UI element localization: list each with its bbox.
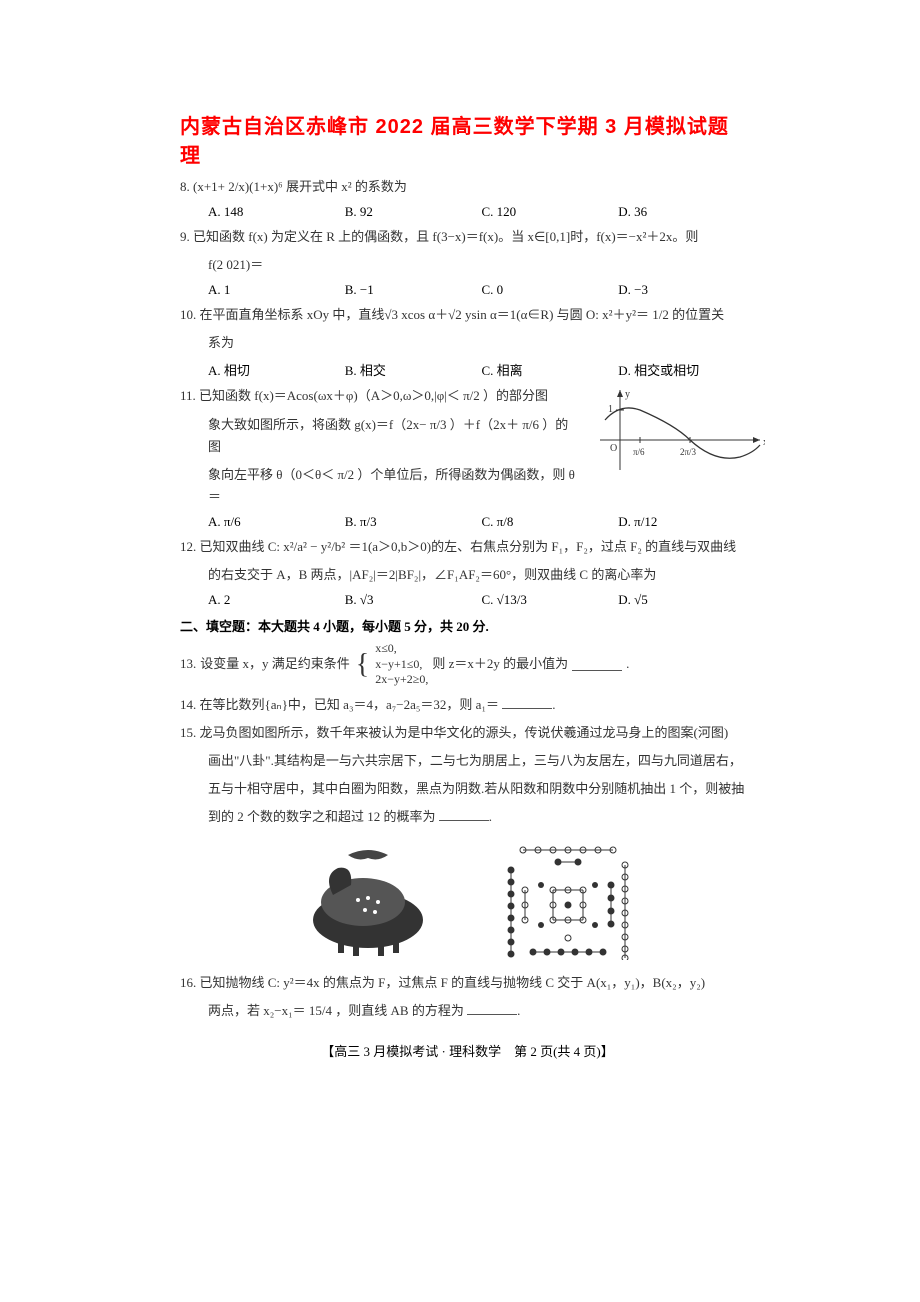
q11-opt-d: D. π/12 — [618, 514, 755, 530]
bagua-figure — [493, 840, 643, 960]
q13-case3: 2x−y+2≥0, — [375, 672, 428, 688]
q11-line1: 已知函数 f(x)＝Acos(ωx＋φ)（A＞0,ω＞0,|φ|＜ π/2 ）的… — [199, 388, 548, 403]
q12-opt-c: C. √13/3 — [482, 592, 619, 608]
q10-opt-c: C. 相离 — [482, 360, 619, 379]
q16-line2: 两点，若 x₂−x₁＝ 15/4 ，则直线 AB 的方程为 — [208, 1003, 464, 1018]
q8-num: 8. — [180, 179, 190, 194]
q13-case1: x≤0, — [375, 641, 428, 657]
q10-opt-b: B. 相交 — [345, 360, 482, 379]
question-8: 8. (x+1+ 2/x)(1+x)⁶ 展开式中 x² 的系数为 — [180, 176, 755, 198]
q12-options: A. 2 B. √3 C. √13/3 D. √5 — [180, 592, 755, 608]
q8-opt-c: C. 120 — [482, 204, 619, 220]
q9-opt-b: B. −1 — [345, 282, 482, 298]
q10-line2: 系为 — [180, 332, 755, 354]
q9-options: A. 1 B. −1 C. 0 D. −3 — [180, 282, 755, 298]
horse-figure — [293, 840, 443, 960]
exam-title: 内蒙古自治区赤峰市 2022 届高三数学下学期 3 月模拟试题 理 — [180, 110, 755, 168]
q9-opt-c: C. 0 — [482, 282, 619, 298]
question-9: 9. 已知函数 f(x) 为定义在 R 上的偶函数，且 f(3−x)＝f(x)。… — [180, 226, 755, 248]
q9-opt-d: D. −3 — [618, 282, 755, 298]
q16-blank — [467, 1002, 517, 1015]
q10-opt-a: A. 相切 — [208, 360, 345, 379]
q9-opt-a: A. 1 — [208, 282, 345, 298]
q11-graph: x y 1 O π/6 2π/3 — [595, 385, 765, 475]
q10-text: 在平面直角坐标系 xOy 中，直线√3 xcos α＋√2 ysin α＝1(α… — [200, 307, 725, 322]
q13-num: 13. — [180, 653, 196, 675]
question-11-wrap: 11. 已知函数 f(x)＝Acos(ωx＋φ)（A＞0,ω＞0,|φ|＜ π/… — [180, 385, 755, 507]
q14-text: 在等比数列{aₙ}中，已知 a₃＝4，a₇−2a₅＝32，则 a₁＝ — [200, 697, 499, 712]
q15-line2: 画出"八卦".其结构是一与六共宗居下，二与七为朋居上，三与八为友居左，四与九同道… — [180, 750, 755, 772]
q14-blank — [502, 696, 552, 709]
q9-text: 已知函数 f(x) 为定义在 R 上的偶函数，且 f(3−x)＝f(x)。当 x… — [193, 229, 698, 244]
q8-text: (x+1+ 2/x)(1+x)⁶ 展开式中 x² 的系数为 — [193, 179, 407, 194]
q15-figures — [180, 840, 755, 960]
brace-icon: { — [356, 652, 369, 677]
y-axis-label: y — [625, 389, 630, 400]
question-11: 11. 已知函数 f(x)＝Acos(ωx＋φ)（A＞0,ω＞0,|φ|＜ π/… — [180, 385, 575, 407]
q15-blank — [439, 808, 489, 821]
q12-opt-a: A. 2 — [208, 592, 345, 608]
q16-line1: 已知抛物线 C: y²＝4x 的焦点为 F，过焦点 F 的直线与抛物线 C 交于… — [200, 975, 706, 990]
q14-num: 14. — [180, 697, 196, 712]
question-13: 13. 设变量 x，y 满足约束条件 { x≤0, x−y+1≤0, 2x−y+… — [180, 641, 755, 688]
q8-opt-a: A. 148 — [208, 204, 345, 220]
q11-line2: 象大致如图所示，将函数 g(x)＝f（2x− π/3 ）＋f（2x＋ π/6 ）… — [180, 414, 575, 458]
xtick-2: 2π/3 — [680, 447, 697, 457]
page-root: 内蒙古自治区赤峰市 2022 届高三数学下学期 3 月模拟试题 理 8. (x+… — [0, 0, 920, 1302]
q16-num: 16. — [180, 975, 196, 990]
q8-opt-b: B. 92 — [345, 204, 482, 220]
q11-options: A. π/6 B. π/3 C. π/8 D. π/12 — [180, 514, 755, 530]
q15-line4-row: 到的 2 个数的数字之和超过 12 的概率为 . — [180, 806, 755, 828]
q15-line3: 五与十相守居中，其中白圈为阳数，黑点为阴数.若从阳数和阴数中分别随机抽出 1 个… — [180, 778, 755, 800]
question-15: 15. 龙马负图如图所示，数千年来被认为是中华文化的源头，传说伏羲通过龙马身上的… — [180, 722, 755, 744]
q11-line3: 象向左平移 θ（0＜θ＜ π/2 ）个单位后，所得函数为偶函数，则 θ＝ — [180, 464, 575, 508]
q11-opt-b: B. π/3 — [345, 514, 482, 530]
q9-num: 9. — [180, 229, 190, 244]
q8-opt-d: D. 36 — [618, 204, 755, 220]
question-12: 12. 已知双曲线 C: x²/a² − y²/b² ＝1(a＞0,b＞0)的左… — [180, 536, 755, 558]
q15-line1: 龙马负图如图所示，数千年来被认为是中华文化的源头，传说伏羲通过龙马身上的图案(河… — [200, 725, 729, 740]
q12-line2: 的右支交于 A，B 两点，|AF₂|＝2|BF₂|，∠F₁AF₂＝60°，则双曲… — [180, 564, 755, 586]
xtick-1: π/6 — [633, 447, 645, 457]
q13-post: 则 z＝x＋2y 的最小值为 — [432, 653, 568, 675]
q12-line1: 已知双曲线 C: x²/a² − y²/b² ＝1(a＞0,b＞0)的左、右焦点… — [200, 539, 737, 554]
q10-options: A. 相切 B. 相交 C. 相离 D. 相交或相切 — [180, 360, 755, 379]
q11-opt-c: C. π/8 — [482, 514, 619, 530]
question-10: 10. 在平面直角坐标系 xOy 中，直线√3 xcos α＋√2 ysin α… — [180, 304, 755, 326]
q8-options: A. 148 B. 92 C. 120 D. 36 — [180, 204, 755, 220]
q15-num: 15. — [180, 725, 196, 740]
q16-line2-row: 两点，若 x₂−x₁＝ 15/4 ，则直线 AB 的方程为 . — [180, 1000, 755, 1022]
q13-case2: x−y+1≤0, — [375, 657, 428, 673]
x-axis-label: x — [763, 437, 765, 448]
q15-line4: 到的 2 个数的数字之和超过 12 的概率为 — [208, 809, 436, 824]
q13-pre: 设变量 x，y 满足约束条件 — [200, 653, 350, 675]
q11-num: 11. — [180, 388, 196, 403]
origin-label: O — [610, 443, 617, 454]
q12-opt-d: D. √5 — [618, 592, 755, 608]
q11-opt-a: A. π/6 — [208, 514, 345, 530]
q9-line2: f(2 021)＝ — [180, 254, 755, 276]
q12-num: 12. — [180, 539, 196, 554]
question-16: 16. 已知抛物线 C: y²＝4x 的焦点为 F，过焦点 F 的直线与抛物线 … — [180, 972, 755, 994]
q10-opt-d: D. 相交或相切 — [618, 360, 755, 379]
q12-opt-b: B. √3 — [345, 592, 482, 608]
question-14: 14. 在等比数列{aₙ}中，已知 a₃＝4，a₇−2a₅＝32，则 a₁＝ . — [180, 694, 755, 716]
q13-blank — [572, 658, 622, 671]
q10-num: 10. — [180, 307, 196, 322]
page-footer: 【高三 3 月模拟考试 · 理科数学 第 2 页(共 4 页)】 — [180, 1041, 755, 1060]
section-2-head: 二、填空题：本大题共 4 小题，每小题 5 分，共 20 分. — [180, 616, 755, 635]
